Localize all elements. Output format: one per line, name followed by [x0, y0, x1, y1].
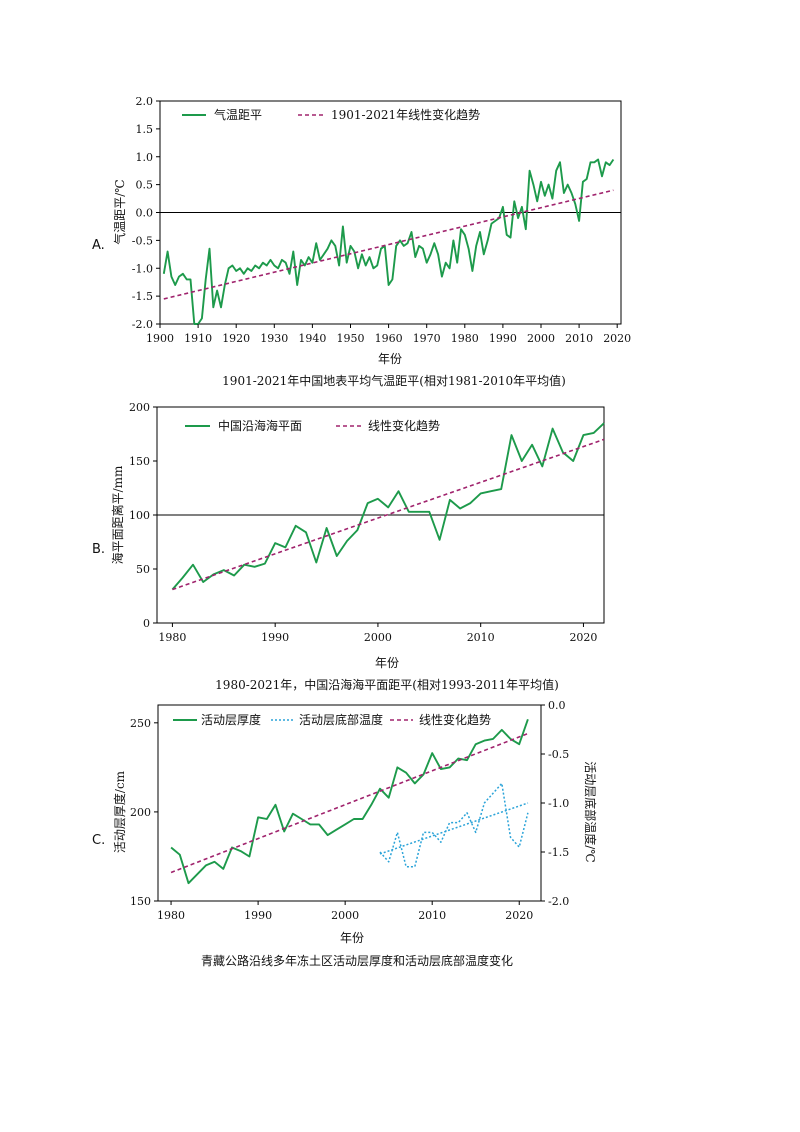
legend-entry-a-1: 气温距平	[214, 107, 262, 122]
x-tick-label: 1980	[157, 909, 185, 922]
y-tick-label: 1.5	[136, 123, 154, 136]
x-tick-label: 1940	[298, 332, 326, 345]
y-tick-label: 200	[129, 401, 150, 414]
x-tick-label: 1920	[222, 332, 250, 345]
x-tick-label: 2010	[467, 631, 495, 644]
y-tick-label: 150	[130, 895, 151, 908]
x-tick-label: 1930	[260, 332, 288, 345]
trend-line-temperature	[379, 802, 529, 855]
x-tick-label: 1990	[489, 332, 517, 345]
series-line-bottom-temperature	[379, 782, 529, 868]
legend-entry-c-2: 活动层底部温度	[299, 712, 383, 727]
series-line-c	[170, 718, 529, 885]
y-right-tick-label: 0.0	[548, 699, 566, 712]
x-tick-label: 2000	[331, 909, 359, 922]
y-right-tick-label: -1.0	[548, 797, 569, 810]
caption-c: 青藏公路沿线多年冻土区活动层厚度和活动层底部温度变化	[201, 953, 513, 968]
y-tick-label: -0.5	[132, 234, 153, 247]
y-right-tick-label: -2.0	[548, 895, 569, 908]
panel-label-c: C.	[92, 833, 105, 848]
legend-entry-b-1: 中国沿海海平面	[218, 418, 302, 433]
x-axis-label-a: 年份	[378, 352, 402, 366]
x-tick-label: 2020	[603, 332, 631, 345]
y-tick-label: 100	[129, 509, 150, 522]
y-right-tick-label: -0.5	[548, 748, 569, 761]
x-tick-label: 1900	[146, 332, 174, 345]
y-right-tick-label: -1.5	[548, 846, 569, 859]
legend-entry-b-2: 线性变化趋势	[368, 418, 440, 433]
x-tick-label: 1960	[375, 332, 403, 345]
y-tick-label: 1.0	[136, 151, 154, 164]
legend-entry-a-2: 1901-2021年线性变化趋势	[331, 107, 480, 122]
y-axis-label-b: 海平面距离平/mm	[110, 465, 125, 564]
x-tick-label: 1910	[184, 332, 212, 345]
y-tick-label: 50	[136, 563, 150, 576]
x-tick-label: 1980	[451, 332, 479, 345]
y-tick-label: -2.0	[132, 318, 153, 331]
x-tick-label: 2000	[527, 332, 555, 345]
y-axis-label-a: 气温距平/℃	[112, 179, 127, 244]
x-tick-label: 2000	[364, 631, 392, 644]
x-tick-label: 2010	[565, 332, 593, 345]
chart-panel-b: 1980 1990 2000 2010 2020 0 50 100 150 200 B. 海平面距…	[92, 401, 605, 692]
x-tick-label: 2010	[418, 909, 446, 922]
x-tick-label: 1970	[413, 332, 441, 345]
y-tick-label: 2.0	[136, 95, 154, 108]
trend-line-b	[172, 438, 605, 591]
x-tick-label: 1990	[261, 631, 289, 644]
trend-line-a	[163, 189, 614, 300]
panel-label-a: A.	[92, 238, 105, 253]
series-line-b	[171, 422, 605, 591]
y-tick-label: 200	[130, 806, 151, 819]
y-tick-label: 250	[130, 717, 151, 730]
y-tick-label: 0	[143, 617, 150, 630]
y-tick-label: -1.5	[132, 290, 153, 303]
caption-a: 1901-2021年中国地表平均气温距平(相对1981-2010年平均值)	[222, 373, 566, 388]
legend-entry-c-3: 线性变化趋势	[419, 712, 491, 727]
y-tick-label: 0.0	[136, 207, 154, 220]
y-axis-label-c: 活动层厚度/cm	[112, 770, 127, 853]
y-tick-label: -1.0	[132, 262, 153, 275]
panel-label-b: B.	[92, 542, 105, 557]
trend-line-c	[170, 732, 529, 874]
legend-entry-c-1: 活动层厚度	[201, 712, 261, 727]
caption-b: 1980-2021年，中国沿海海平面距平(相对1993-2011年平均值)	[215, 677, 559, 692]
y-tick-label: 0.5	[136, 179, 154, 192]
x-tick-label: 1990	[244, 909, 272, 922]
x-axis-label-b: 年份	[375, 656, 399, 670]
series-line-a	[162, 158, 615, 325]
y-axis-label-c-right: 活动层底部温度/℃	[583, 761, 598, 862]
chart-panel-a: 1900 1910 1920 1930 1940 1950 1960 1970 1980 1990…	[92, 95, 631, 388]
x-tick-label: 2020	[569, 631, 597, 644]
y-tick-label: 150	[129, 455, 150, 468]
x-tick-label: 2020	[505, 909, 533, 922]
x-tick-label: 1980	[158, 631, 186, 644]
x-axis-label-c: 年份	[340, 931, 364, 945]
x-tick-label: 1950	[336, 332, 364, 345]
chart-panel-c: 1980 1990 2000 2010 2020 150 200 250 -2.0 -1.5 -1.…	[92, 699, 598, 968]
